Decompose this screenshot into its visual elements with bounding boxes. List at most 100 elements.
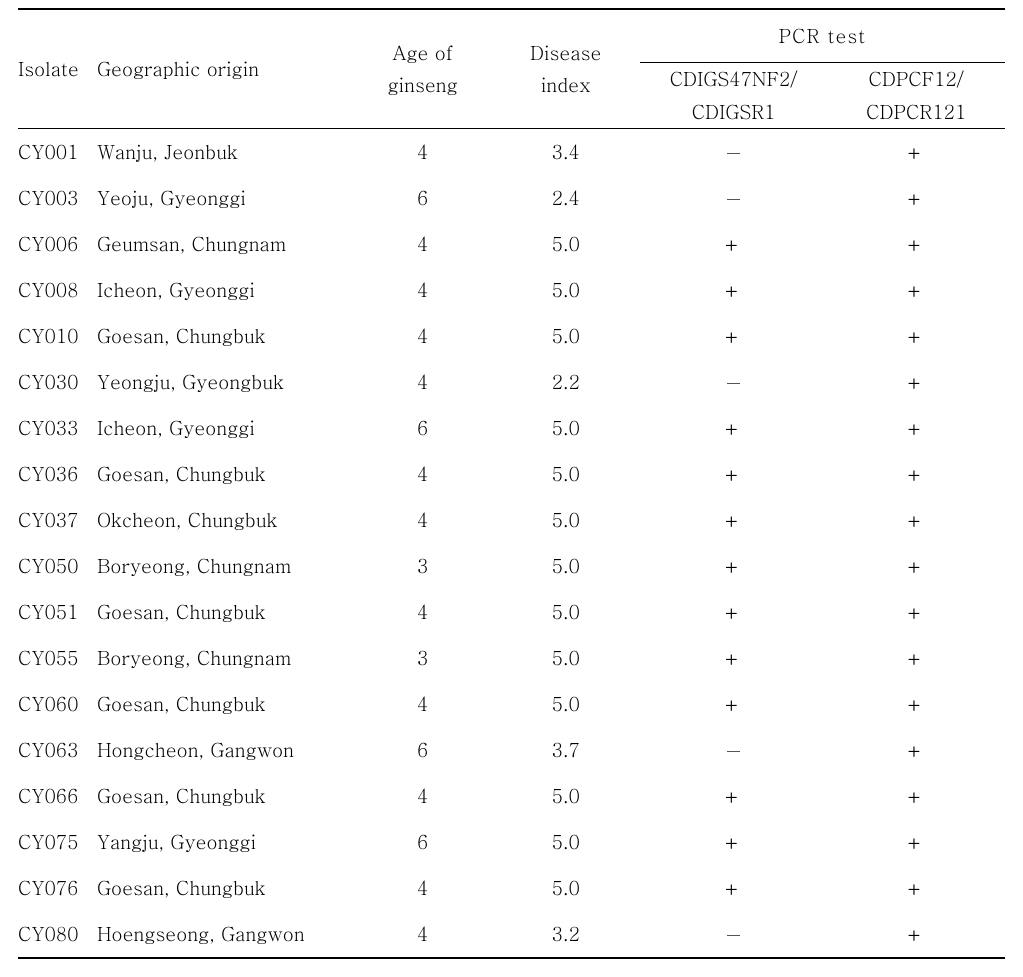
table-row: CY008Icheon, Gyeonggi45.0++ <box>18 267 1005 313</box>
cell-pcr1: − <box>640 911 828 958</box>
cell-age: 4 <box>354 911 492 958</box>
cell-isolate: CY033 <box>18 405 97 451</box>
cell-geo: Icheon, Gyeonggi <box>97 267 354 313</box>
cell-isolate: CY076 <box>18 865 97 911</box>
col-geo: Geographic origin <box>97 9 354 128</box>
cell-idx: 5.0 <box>492 635 640 681</box>
cell-idx: 3.2 <box>492 911 640 958</box>
cell-age: 4 <box>354 451 492 497</box>
cell-pcr2: + <box>827 911 1005 958</box>
cell-geo: Yeongju, Gyeongbuk <box>97 359 354 405</box>
cell-isolate: CY037 <box>18 497 97 543</box>
cell-pcr1: + <box>640 681 828 727</box>
table-row: CY033Icheon, Gyeonggi65.0++ <box>18 405 1005 451</box>
cell-age: 4 <box>354 128 492 175</box>
cell-isolate: CY008 <box>18 267 97 313</box>
cell-idx: 2.4 <box>492 175 640 221</box>
cell-pcr2: + <box>827 865 1005 911</box>
cell-idx: 5.0 <box>492 865 640 911</box>
cell-idx: 5.0 <box>492 313 640 359</box>
cell-isolate: CY075 <box>18 819 97 865</box>
cell-pcr1: + <box>640 497 828 543</box>
cell-isolate: CY001 <box>18 128 97 175</box>
table-row: CY030Yeongju, Gyeongbuk42.2−+ <box>18 359 1005 405</box>
cell-pcr2: + <box>827 359 1005 405</box>
cell-geo: Goesan, Chungbuk <box>97 773 354 819</box>
col-age: Age of ginseng <box>354 9 492 128</box>
col-age-l2: ginseng <box>388 71 458 98</box>
table-row: CY001Wanju, Jeonbuk43.4−+ <box>18 128 1005 175</box>
cell-geo: Yeoju, Gyeonggi <box>97 175 354 221</box>
table-row: CY010Goesan, Chungbuk45.0++ <box>18 313 1005 359</box>
cell-pcr2: + <box>827 773 1005 819</box>
cell-age: 4 <box>354 221 492 267</box>
isolate-table: Isolate Geographic origin Age of ginseng… <box>18 8 1005 959</box>
cell-geo: Boryeong, Chungnam <box>97 635 354 681</box>
table-row: CY036Goesan, Chungbuk45.0++ <box>18 451 1005 497</box>
cell-pcr1: + <box>640 773 828 819</box>
cell-pcr1: + <box>640 313 828 359</box>
col-pcr2-l1: CDPCF12/ <box>827 63 1005 96</box>
cell-pcr1: + <box>640 267 828 313</box>
table-row: CY076Goesan, Chungbuk45.0++ <box>18 865 1005 911</box>
cell-geo: Geumsan, Chungnam <box>97 221 354 267</box>
col-idx-l1: Disease <box>530 39 601 66</box>
cell-isolate: CY003 <box>18 175 97 221</box>
cell-geo: Yangju, Gyeonggi <box>97 819 354 865</box>
col-pcr1-l1: CDIGS47NF2/ <box>640 63 828 96</box>
table-row: CY055Boryeong, Chungnam35.0++ <box>18 635 1005 681</box>
cell-geo: Hoengseong, Gangwon <box>97 911 354 958</box>
cell-isolate: CY010 <box>18 313 97 359</box>
cell-pcr1: + <box>640 589 828 635</box>
table-row: CY075Yangju, Gyeonggi65.0++ <box>18 819 1005 865</box>
cell-age: 4 <box>354 865 492 911</box>
cell-geo: Goesan, Chungbuk <box>97 313 354 359</box>
col-pcr2-l2: CDPCR121 <box>827 96 1005 129</box>
cell-pcr2: + <box>827 313 1005 359</box>
cell-age: 4 <box>354 359 492 405</box>
cell-idx: 5.0 <box>492 451 640 497</box>
cell-isolate: CY055 <box>18 635 97 681</box>
cell-pcr2: + <box>827 635 1005 681</box>
cell-idx: 5.0 <box>492 405 640 451</box>
table-row: CY060Goesan, Chungbuk45.0++ <box>18 681 1005 727</box>
cell-pcr1: + <box>640 819 828 865</box>
cell-idx: 5.0 <box>492 681 640 727</box>
cell-idx: 3.7 <box>492 727 640 773</box>
table-row: CY003Yeoju, Gyeonggi62.4−+ <box>18 175 1005 221</box>
cell-age: 4 <box>354 589 492 635</box>
cell-isolate: CY060 <box>18 681 97 727</box>
cell-idx: 5.0 <box>492 819 640 865</box>
cell-age: 3 <box>354 543 492 589</box>
cell-pcr2: + <box>827 819 1005 865</box>
cell-pcr2: + <box>827 589 1005 635</box>
cell-pcr1: − <box>640 727 828 773</box>
cell-geo: Icheon, Gyeonggi <box>97 405 354 451</box>
cell-idx: 5.0 <box>492 267 640 313</box>
cell-idx: 5.0 <box>492 543 640 589</box>
cell-pcr2: + <box>827 543 1005 589</box>
cell-isolate: CY066 <box>18 773 97 819</box>
table-row: CY051Goesan, Chungbuk45.0++ <box>18 589 1005 635</box>
cell-isolate: CY050 <box>18 543 97 589</box>
cell-pcr2: + <box>827 681 1005 727</box>
cell-isolate: CY036 <box>18 451 97 497</box>
cell-isolate: CY006 <box>18 221 97 267</box>
cell-age: 6 <box>354 405 492 451</box>
cell-age: 4 <box>354 681 492 727</box>
cell-isolate: CY080 <box>18 911 97 958</box>
table-row: CY006Geumsan, Chungnam45.0++ <box>18 221 1005 267</box>
cell-idx: 2.2 <box>492 359 640 405</box>
cell-pcr2: + <box>827 405 1005 451</box>
cell-isolate: CY030 <box>18 359 97 405</box>
cell-pcr2: + <box>827 128 1005 175</box>
cell-age: 4 <box>354 497 492 543</box>
table-row: CY063Hongcheon, Gangwon63.7−+ <box>18 727 1005 773</box>
cell-idx: 5.0 <box>492 773 640 819</box>
col-age-l1: Age of <box>392 39 452 66</box>
cell-pcr2: + <box>827 451 1005 497</box>
col-pcr-super: PCR test <box>640 9 1005 63</box>
cell-geo: Wanju, Jeonbuk <box>97 128 354 175</box>
cell-pcr1: − <box>640 128 828 175</box>
cell-geo: Goesan, Chungbuk <box>97 589 354 635</box>
